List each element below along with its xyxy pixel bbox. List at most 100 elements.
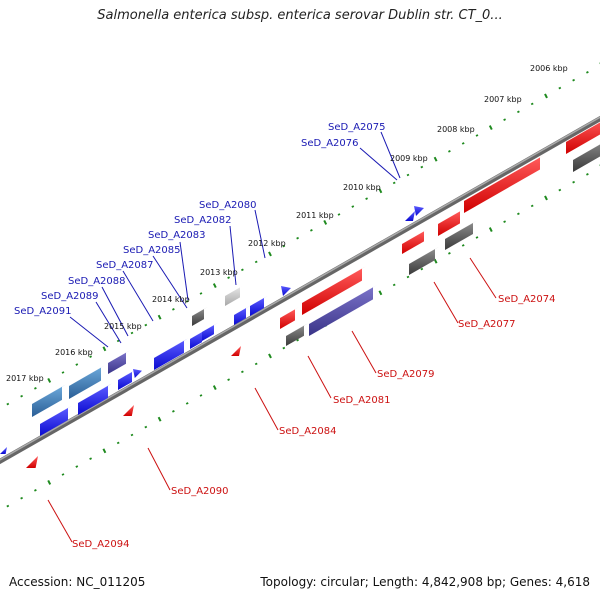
track-tick [6, 504, 10, 508]
kbp-label: 2007 kbp [484, 95, 522, 104]
leader-line [380, 131, 401, 179]
track-tick [296, 338, 299, 342]
gene-arrow [281, 286, 291, 296]
gene-label: SeD_A2085 [123, 245, 181, 256]
gene-label: SeD_A2088 [68, 276, 126, 287]
gene-block [438, 211, 460, 236]
gene-label: SeD_A2083 [148, 230, 206, 241]
gene-block [250, 297, 264, 316]
track-tick [212, 385, 217, 391]
gene-block [566, 122, 600, 154]
gene-block-top [250, 295, 268, 306]
track-tick [448, 251, 451, 255]
leader-lines [47, 131, 497, 543]
track-tick [296, 236, 299, 240]
gene-label: SeD_A2076 [301, 138, 359, 149]
gene-label: SeD_A2081 [333, 395, 391, 406]
track-tick [20, 496, 23, 500]
track-tick [116, 339, 120, 343]
track-tick [488, 227, 493, 233]
track-tick [75, 465, 79, 468]
track-tick [282, 346, 286, 350]
kbp-label: 2009 kbp [390, 154, 428, 163]
gene-block-top [118, 369, 136, 380]
leader-line [254, 209, 266, 259]
track-tick [157, 416, 162, 422]
track-tick [89, 457, 92, 460]
gene-labels-top: SeD_A2075 SeD_A2076 SeD_A2080 SeD_A2082 … [14, 122, 386, 317]
gene-block [78, 385, 108, 415]
tick-tracks [6, 62, 600, 508]
track-tick [6, 402, 10, 406]
track-tick [130, 433, 134, 437]
track-tick [116, 441, 120, 445]
track-tick [323, 219, 328, 225]
topology-text: Topology: circular; Length: 4,842,908 bp… [260, 575, 590, 589]
track-tick [34, 387, 37, 390]
gene-block [32, 386, 62, 417]
track-tick [282, 244, 286, 248]
track-tick [406, 173, 410, 177]
genome-backbone [0, 115, 600, 465]
gene-block-top [40, 405, 72, 424]
gene-block-top [286, 323, 308, 336]
leader-line [469, 257, 497, 299]
leader-line [47, 499, 73, 543]
gene-block-top [202, 322, 218, 332]
track-tick [544, 93, 548, 99]
kbp-label: 2011 kbp [296, 211, 334, 220]
gene-label: SeD_A2080 [199, 200, 257, 211]
track-tick [365, 197, 368, 200]
track-tick [185, 402, 189, 405]
track-tick [572, 78, 575, 82]
gene-block [154, 340, 184, 370]
track-tick [406, 275, 410, 279]
track-tick [227, 378, 230, 381]
gene-block-top [309, 284, 377, 324]
kbp-label: 2013 kbp [200, 268, 238, 277]
track-tick [475, 236, 479, 239]
track-tick [254, 260, 258, 264]
gene-block-top [280, 307, 299, 318]
track-tick [268, 353, 272, 359]
gene-label: SeD_A2089 [41, 291, 99, 302]
gene-block-top [108, 350, 130, 363]
gene-block [402, 231, 424, 254]
gene-block-top [438, 209, 464, 224]
track-tick [420, 165, 424, 169]
gene-block-top [302, 266, 366, 303]
track-tick [461, 142, 465, 145]
track-tick [172, 410, 175, 413]
gene-block-top [225, 285, 244, 296]
genome-backbone-highlight [0, 116, 600, 461]
track-tick [337, 213, 341, 216]
gene-label: SeD_A2091 [14, 306, 72, 317]
leader-line [147, 447, 171, 491]
kbp-label: 2008 kbp [437, 125, 475, 134]
kbp-label: 2014 kbp [152, 295, 190, 304]
leader-line [179, 241, 189, 301]
gene-block [192, 309, 204, 326]
track-tick [503, 220, 506, 223]
gene-block [280, 309, 295, 329]
gene-block [202, 325, 214, 341]
gene-label: SeD_A2077 [458, 319, 516, 330]
gene-block [464, 157, 540, 213]
gene-features [0, 122, 600, 468]
track-tick [144, 425, 148, 429]
gene-block-top [566, 122, 600, 142]
track-tick [517, 110, 520, 114]
track-tick [420, 267, 424, 271]
kbp-label: 2010 kbp [343, 183, 381, 192]
gene-label: SeD_A2079 [377, 369, 435, 380]
gene-label: SeD_A2094 [72, 539, 130, 550]
gene-block [409, 249, 435, 275]
gene-arrow [414, 206, 424, 216]
gene-block [573, 144, 600, 172]
track-tick [75, 363, 79, 366]
gene-block [118, 371, 132, 390]
track-tick [475, 134, 479, 137]
leader-line [69, 316, 109, 348]
track-tick [89, 355, 92, 358]
